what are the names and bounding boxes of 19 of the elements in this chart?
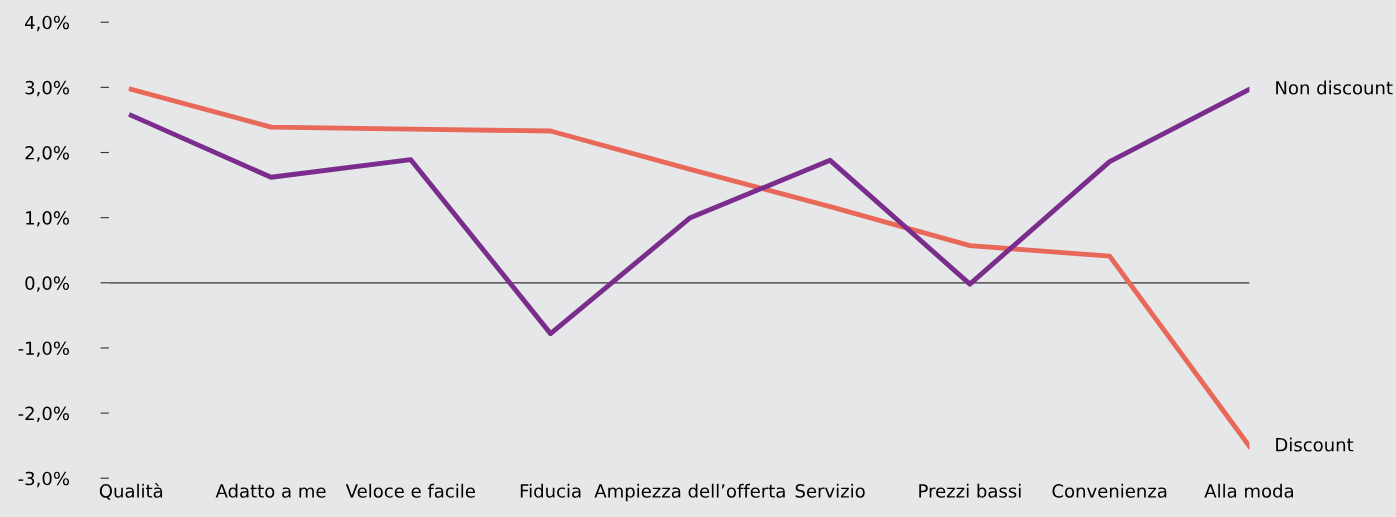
y-tick-label: 1,0% — [26, 211, 69, 227]
y-tick-label: 4,0% — [25, 15, 69, 32]
x-tick-label: Fiducia — [520, 483, 581, 498]
x-tick-label: Convenienza — [1052, 483, 1167, 498]
series-label: Discount — [1276, 437, 1354, 452]
y-tick-label: 0,0% — [25, 276, 69, 292]
x-tick-label: Prezzi bassi — [919, 483, 1021, 498]
x-tick-label: Qualità — [99, 483, 163, 500]
x-tick-label: Ampiezza dell’offerta — [594, 483, 785, 502]
y-tick-label: 3,0% — [25, 80, 69, 97]
y-tick-label: -2,0% — [18, 406, 69, 423]
y-tick-label: -1,0% — [18, 341, 69, 357]
y-tick-label: 2,0% — [25, 145, 69, 162]
x-tick-label: Veloce e facile — [345, 483, 475, 498]
x-tick-label: Servizio — [795, 483, 865, 498]
y-tick-label: -3,0% — [18, 471, 69, 488]
x-tick-label: Adatto a me — [215, 483, 326, 498]
series-label: Non discount — [1276, 80, 1393, 95]
x-tick-label: Alla moda — [1204, 483, 1293, 498]
